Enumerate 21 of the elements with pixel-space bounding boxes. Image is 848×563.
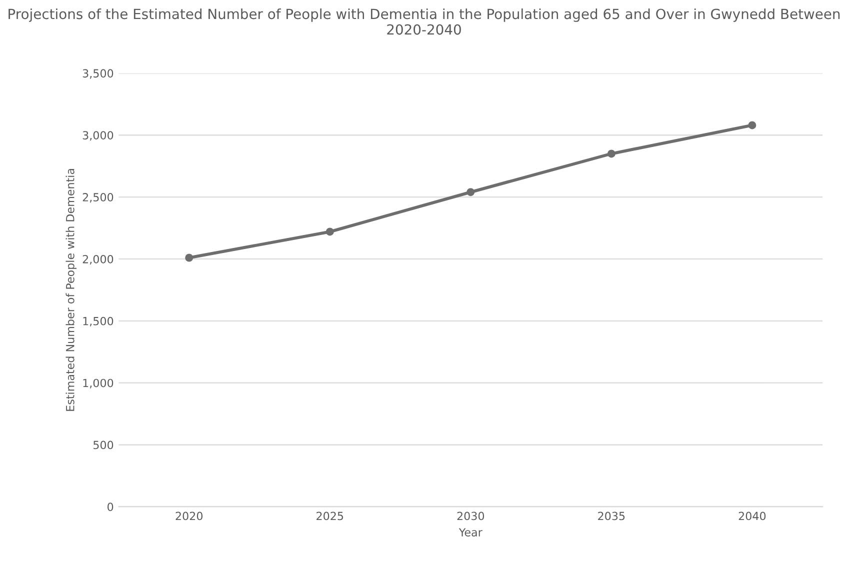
y-axis-title: Estimated Number of People with Dementia [66,168,76,411]
y-tick-label: 1,500 [83,316,114,326]
point [326,228,334,236]
x-tick-label: 2030 [457,512,484,520]
y-tick-label: 2,500 [82,193,114,203]
chart-title: Projections of the Estimated Number of People with Dementia in the Population aged 65 and Over in Gwynedd Between 2020-2040 [8,8,840,35]
point [185,254,194,262]
point [748,121,756,130]
x-tick-label: 2025 [316,512,344,520]
y-tick-label: 0 [108,502,114,512]
y-tick-label: 500 [94,440,114,450]
point [466,188,475,196]
y-tick-label: 2,000 [82,254,114,264]
point [607,150,616,158]
x-tick-label: 2035 [598,512,625,520]
x-tick-label: 2020 [176,512,203,520]
y-tick-label: 3,500 [82,69,114,79]
x-axis-title: Year [458,528,482,536]
y-tick-label: 3,000 [82,131,114,141]
y-tick-label: 1,000 [83,378,114,388]
x-tick-label: 2040 [738,512,766,520]
